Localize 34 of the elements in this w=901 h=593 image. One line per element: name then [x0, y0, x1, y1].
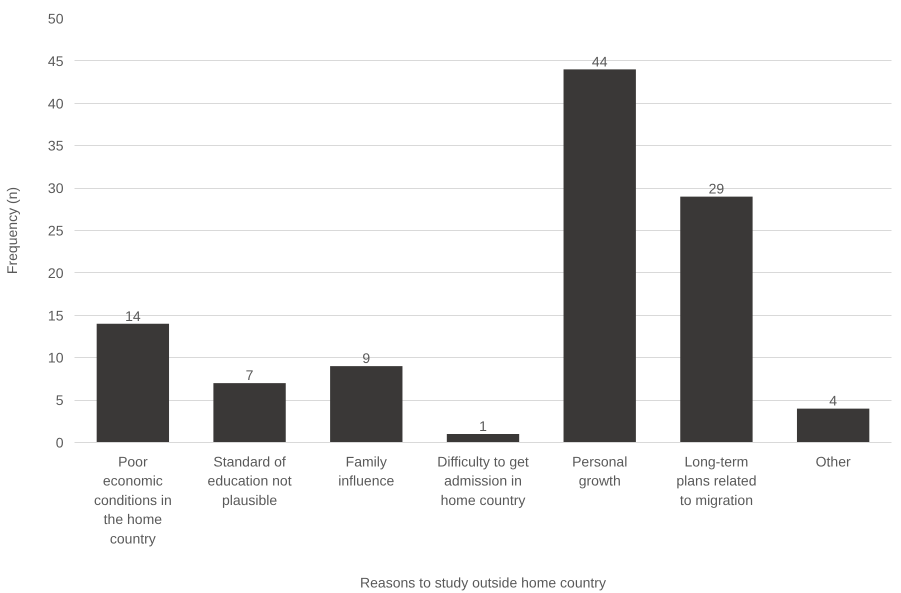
x-tick-label: Other — [816, 454, 851, 470]
data-label: 44 — [592, 53, 608, 70]
x-tick-label: Family influence — [338, 454, 395, 489]
y-tick-label: 50 — [48, 10, 64, 26]
data-label: 7 — [246, 367, 254, 384]
data-label: 29 — [708, 180, 724, 197]
bar — [446, 434, 520, 442]
bar — [330, 366, 402, 442]
x-tick-label: Poor economic conditions in the home country — [94, 454, 172, 546]
y-axis-title: Frequency (n) — [4, 186, 20, 274]
y-tick-label: 30 — [48, 180, 64, 196]
y-tick-label: 25 — [48, 222, 64, 238]
y-tick-label: 20 — [48, 264, 64, 281]
x-axis-title: Reasons to study outside home country — [360, 574, 606, 590]
bar — [96, 324, 170, 442]
y-tick-label: 45 — [48, 52, 64, 69]
x-tick-label: Personal growth — [572, 454, 628, 489]
data-label: 1 — [479, 418, 488, 434]
x-tick-label: Difficulty to get admission in home country — [437, 454, 529, 508]
x-tick-label: Standard of education not plausible — [208, 454, 292, 508]
y-tick-label: 40 — [48, 95, 64, 112]
x-tick-label: Long-term plans related to migration — [676, 454, 757, 508]
data-label: 14 — [125, 308, 141, 324]
y-tick-label: 15 — [48, 307, 64, 324]
y-tick-label: 35 — [48, 138, 64, 154]
data-label: 9 — [362, 350, 370, 366]
y-tick-label: 5 — [56, 392, 64, 408]
bar — [680, 196, 753, 442]
bar — [213, 383, 286, 442]
bar — [564, 69, 636, 442]
bar — [796, 408, 870, 442]
data-label: 4 — [829, 392, 838, 409]
y-tick-label: 0 — [56, 434, 64, 450]
y-tick-label: 10 — [48, 350, 64, 366]
